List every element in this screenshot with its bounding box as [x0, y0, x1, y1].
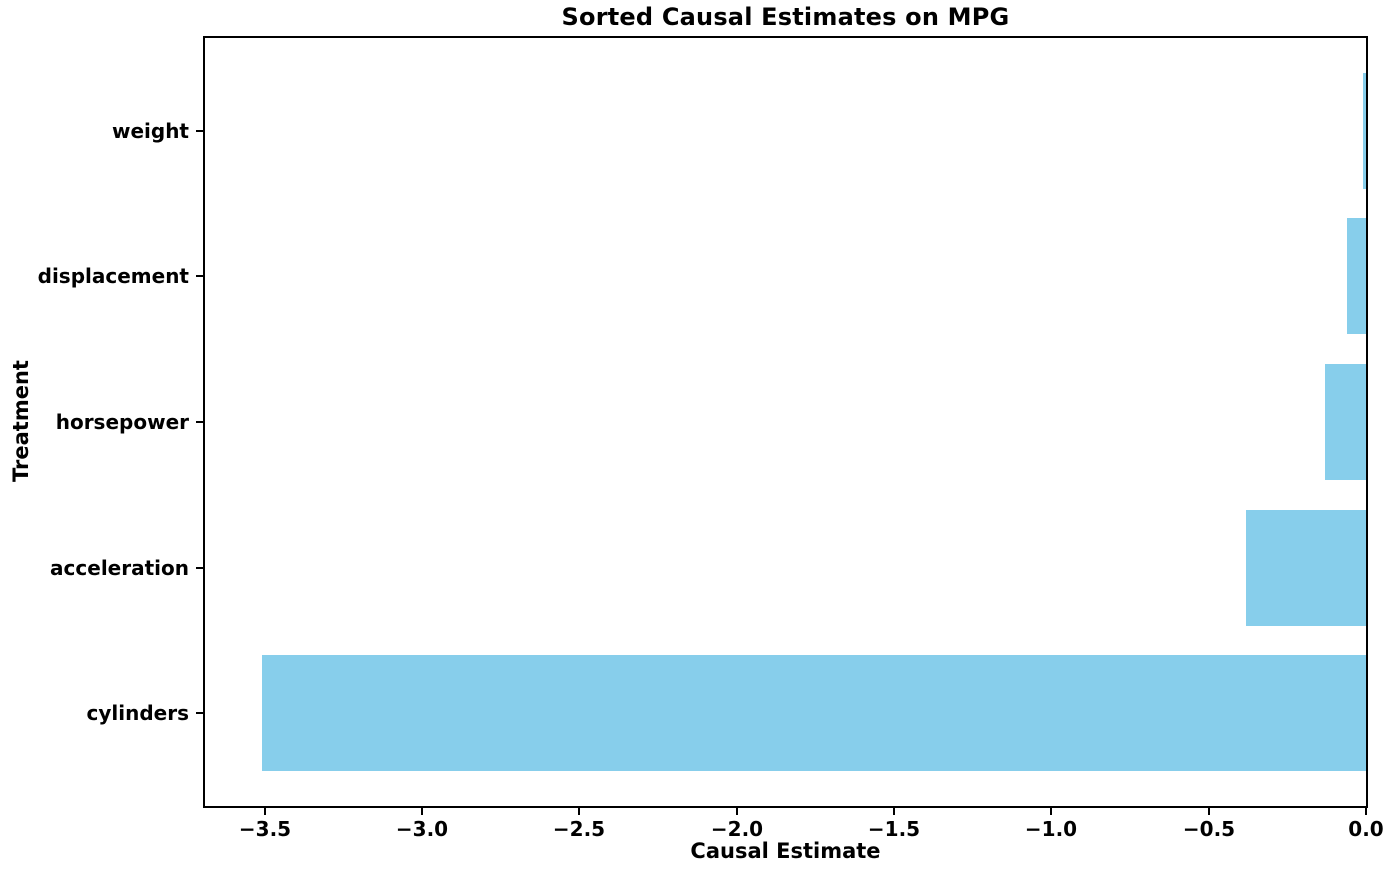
x-tick-label: −2.5	[552, 817, 606, 841]
y-tick-label: displacement	[37, 264, 189, 288]
x-tick-mark	[421, 808, 423, 815]
x-tick-label: −0.5	[1182, 817, 1236, 841]
chart-title: Sorted Causal Estimates on MPG	[561, 3, 1010, 31]
y-tick-mark	[196, 567, 203, 569]
y-tick-mark	[196, 275, 203, 277]
x-tick-label: −3.0	[395, 817, 449, 841]
x-tick-label: 0.0	[1348, 817, 1384, 841]
x-tick-mark	[893, 808, 895, 815]
x-tick-mark	[1365, 808, 1367, 815]
x-tick-label: −3.5	[238, 817, 292, 841]
bar-weight	[1363, 73, 1366, 189]
y-tick-mark	[196, 130, 203, 132]
bar-horsepower	[1325, 364, 1366, 480]
y-tick-label: weight	[111, 119, 189, 143]
y-tick-label: cylinders	[86, 701, 190, 725]
bar-cylinders	[262, 655, 1366, 771]
x-tick-label: −1.5	[867, 817, 921, 841]
x-tick-mark	[1050, 808, 1052, 815]
bar-acceleration	[1246, 510, 1366, 626]
x-tick-mark	[1208, 808, 1210, 815]
x-axis-label: Causal Estimate	[690, 839, 881, 863]
x-tick-label: −1.0	[1024, 817, 1078, 841]
y-tick-label: acceleration	[50, 556, 189, 580]
x-tick-label: −2.0	[710, 817, 764, 841]
x-tick-mark	[578, 808, 580, 815]
y-tick-mark	[196, 421, 203, 423]
x-tick-mark	[264, 808, 266, 815]
plot-area	[203, 36, 1368, 808]
x-tick-mark	[736, 808, 738, 815]
y-tick-mark	[196, 712, 203, 714]
y-tick-label: horsepower	[55, 410, 189, 434]
bar-displacement	[1347, 218, 1366, 334]
